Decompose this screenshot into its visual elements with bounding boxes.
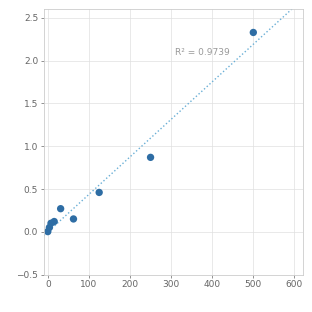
Point: [52, 219, 57, 224]
Point: [45, 229, 50, 234]
Point: [97, 190, 102, 195]
Point: [48, 221, 53, 226]
Point: [71, 217, 76, 222]
Point: [251, 30, 256, 35]
Point: [47, 225, 52, 230]
Point: [58, 206, 63, 211]
Point: [148, 155, 153, 160]
Text: R² = 0.9739: R² = 0.9739: [175, 48, 230, 57]
